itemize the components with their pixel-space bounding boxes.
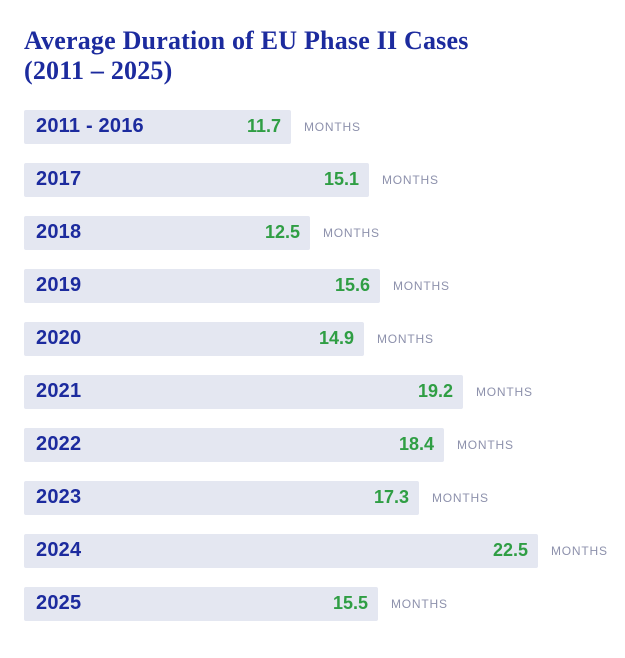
value-label: 18.4 — [398, 434, 434, 455]
months-label: MONTHS — [476, 384, 533, 399]
bar: 2020 14.9 — [24, 321, 364, 356]
value-label: 11.7 — [246, 116, 281, 137]
year-label: 2022 — [36, 433, 82, 456]
value-label: 22.5 — [492, 540, 528, 561]
value-label: 15.5 — [332, 593, 368, 614]
value-label: 19.2 — [417, 381, 453, 402]
year-label: 2021 — [36, 380, 82, 403]
bar-row: 2021 19.2 MONTHS — [24, 374, 625, 409]
year-label: 2024 — [36, 539, 82, 562]
months-label: MONTHS — [377, 331, 434, 346]
value-label: 12.5 — [264, 222, 300, 243]
bar: 2021 19.2 — [24, 374, 463, 409]
value-label: 14.9 — [318, 328, 354, 349]
year-label: 2020 — [36, 327, 82, 350]
bar-row: 2011 - 2016 11.7 MONTHS — [24, 109, 625, 144]
bar-row: 2022 18.4 MONTHS — [24, 427, 625, 462]
bar: 2023 17.3 — [24, 480, 419, 515]
bar-row: 2017 15.1 MONTHS — [24, 162, 625, 197]
bar-row: 2020 14.9 MONTHS — [24, 321, 625, 356]
months-label: MONTHS — [551, 543, 608, 558]
year-label: 2019 — [36, 274, 82, 297]
year-label: 2011 - 2016 — [36, 115, 144, 138]
bar: 2011 - 2016 11.7 — [24, 109, 291, 144]
value-label: 15.6 — [334, 275, 370, 296]
year-label: 2025 — [36, 592, 82, 615]
bar-chart: 2011 - 2016 11.7 MONTHS 2017 15.1 MONTHS… — [24, 109, 625, 621]
bar: 2017 15.1 — [24, 162, 369, 197]
value-label: 15.1 — [323, 169, 359, 190]
months-label: MONTHS — [432, 490, 489, 505]
chart-title: Average Duration of EU Phase II Cases (2… — [24, 26, 469, 85]
bar-row: 2018 12.5 MONTHS — [24, 215, 625, 250]
bar: 2019 15.6 — [24, 268, 380, 303]
bar-row: 2025 15.5 MONTHS — [24, 586, 625, 621]
bar-row: 2019 15.6 MONTHS — [24, 268, 625, 303]
bar: 2018 12.5 — [24, 215, 310, 250]
bar-row: 2023 17.3 MONTHS — [24, 480, 625, 515]
value-label: 17.3 — [373, 487, 409, 508]
months-label: MONTHS — [323, 225, 380, 240]
year-label: 2023 — [36, 486, 82, 509]
months-label: MONTHS — [304, 119, 361, 134]
bar-row: 2024 22.5 MONTHS — [24, 533, 625, 568]
year-label: 2017 — [36, 168, 82, 191]
months-label: MONTHS — [393, 278, 450, 293]
year-label: 2018 — [36, 221, 82, 244]
months-label: MONTHS — [382, 172, 439, 187]
bar: 2025 15.5 — [24, 586, 378, 621]
chart-container: Average Duration of EU Phase II Cases (2… — [24, 26, 625, 621]
bar: 2024 22.5 — [24, 533, 538, 568]
months-label: MONTHS — [391, 596, 448, 611]
bar: 2022 18.4 — [24, 427, 444, 462]
months-label: MONTHS — [457, 437, 514, 452]
